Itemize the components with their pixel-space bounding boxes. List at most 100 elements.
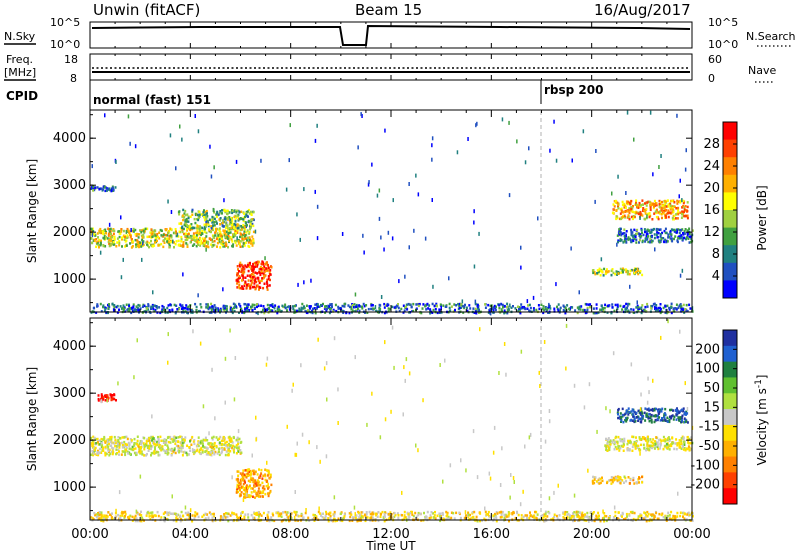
data-cell xyxy=(129,447,131,450)
scatter-cell xyxy=(380,236,382,240)
data-cell xyxy=(133,448,135,451)
data-cell xyxy=(642,240,644,243)
data-cell xyxy=(681,213,683,216)
data-cell xyxy=(223,231,225,234)
data-cell xyxy=(135,515,137,518)
data-cell xyxy=(102,450,104,453)
data-cell xyxy=(300,515,302,518)
data-cell xyxy=(269,477,271,480)
data-cell xyxy=(267,285,269,288)
data-cell xyxy=(668,216,670,219)
data-cell xyxy=(206,215,208,218)
data-cell xyxy=(208,223,210,226)
data-cell xyxy=(503,514,505,517)
data-cell xyxy=(646,441,648,444)
data-cell xyxy=(140,511,142,513)
data-cell xyxy=(294,309,296,312)
data-cell xyxy=(165,229,167,232)
scatter-cell xyxy=(681,198,683,202)
data-cell xyxy=(342,305,344,308)
data-cell xyxy=(365,304,367,307)
data-cell xyxy=(654,409,656,412)
data-cell xyxy=(219,246,221,249)
data-cell xyxy=(213,221,215,224)
data-cell xyxy=(668,436,670,439)
scatter-cell xyxy=(654,247,656,251)
data-cell xyxy=(188,217,190,220)
data-cell xyxy=(134,438,136,441)
data-cell xyxy=(266,281,268,284)
date-label: 16/Aug/2017 xyxy=(594,1,691,19)
data-cell xyxy=(261,280,263,283)
data-cell xyxy=(660,303,662,306)
data-cell xyxy=(242,476,244,479)
data-cell xyxy=(252,244,254,247)
scatter-cell xyxy=(413,229,415,233)
data-cell xyxy=(93,307,95,310)
data-cell xyxy=(225,454,227,457)
data-cell xyxy=(197,225,199,228)
data-cell xyxy=(254,279,256,282)
scatter-cell xyxy=(92,164,94,168)
data-cell xyxy=(661,410,663,413)
data-cell xyxy=(265,274,267,277)
data-cell xyxy=(154,304,156,307)
data-cell xyxy=(465,514,467,517)
data-cell xyxy=(657,410,659,413)
scatter-cell xyxy=(685,168,687,172)
data-cell xyxy=(269,279,271,282)
data-cell xyxy=(137,304,139,307)
data-cell xyxy=(118,446,120,449)
data-cell xyxy=(114,236,116,239)
data-cell xyxy=(684,232,686,235)
data-cell xyxy=(173,449,175,452)
data-cell xyxy=(156,233,158,236)
data-cell xyxy=(205,513,207,516)
data-cell xyxy=(226,308,228,311)
data-cell xyxy=(615,437,617,440)
data-cell xyxy=(91,228,93,231)
data-cell xyxy=(162,246,164,249)
scatter-cell xyxy=(467,137,469,141)
data-cell xyxy=(681,409,683,412)
data-cell xyxy=(242,469,244,472)
data-cell xyxy=(236,439,238,442)
data-cell xyxy=(204,446,206,449)
data-cell xyxy=(122,514,124,517)
data-cell xyxy=(119,437,121,440)
cpid-mode-1: normal (fast) 151 xyxy=(93,93,211,107)
scatter-cell xyxy=(425,237,427,241)
data-cell xyxy=(642,203,644,206)
data-cell xyxy=(298,308,300,311)
data-cell xyxy=(158,438,160,441)
data-cell xyxy=(239,489,241,492)
scatter-cell xyxy=(181,138,183,142)
data-cell xyxy=(499,303,501,306)
data-cell xyxy=(166,444,168,447)
data-cell xyxy=(635,199,637,202)
nave-tick-lo: 0 xyxy=(708,72,715,85)
data-cell xyxy=(98,398,100,401)
data-cell xyxy=(175,513,177,516)
data-cell xyxy=(126,234,128,237)
data-cell xyxy=(95,246,97,249)
data-cell xyxy=(189,225,191,228)
nave-label: Nave xyxy=(748,64,776,77)
data-cell xyxy=(682,446,684,449)
data-cell xyxy=(677,213,679,216)
data-cell xyxy=(434,511,436,514)
nsearch-tick-lo: 10^0 xyxy=(708,38,738,51)
data-cell xyxy=(216,445,218,448)
data-cell xyxy=(252,276,254,279)
data-cell xyxy=(647,235,649,238)
data-cell xyxy=(258,487,260,490)
data-cell xyxy=(680,229,682,232)
data-cell xyxy=(192,209,194,212)
data-cell xyxy=(622,269,624,272)
power-ylabel: Slant Range [km] xyxy=(25,159,39,263)
data-cell xyxy=(623,440,625,443)
data-cell xyxy=(657,309,659,312)
data-cell xyxy=(687,441,689,444)
data-cell xyxy=(181,450,183,453)
data-cell xyxy=(247,487,249,490)
